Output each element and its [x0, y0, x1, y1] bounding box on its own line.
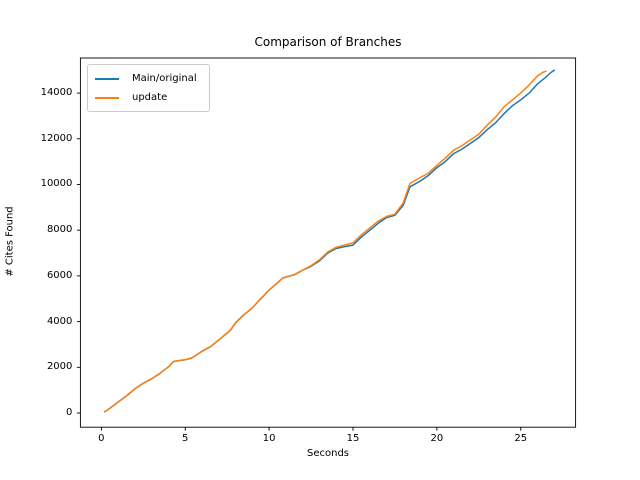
series-line-main-original	[103, 69, 556, 413]
legend-entry: Main/original	[95, 69, 201, 88]
x-tick-label: 20	[430, 433, 444, 445]
y-tick-label: 10000	[40, 178, 73, 190]
y-tick-label: 6000	[46, 269, 73, 281]
legend-line-swatch	[95, 96, 119, 99]
tick-marks	[76, 92, 522, 431]
x-tick-label: 25	[514, 433, 528, 445]
x-tick-label: 15	[346, 433, 360, 445]
x-tick-label: 5	[182, 433, 189, 445]
x-tick-label: 10	[262, 433, 276, 445]
x-tick-label: 0	[98, 433, 105, 445]
legend-label: update	[132, 92, 168, 103]
y-tick-label: 0	[66, 407, 73, 418]
y-axis-label: # Cites Found	[4, 206, 16, 277]
series-lines	[103, 69, 556, 413]
y-tick-label: 12000	[40, 132, 73, 144]
y-tick-label: 4000	[46, 315, 73, 327]
legend-entry: update	[95, 88, 201, 107]
legend-label: Main/original	[132, 73, 197, 84]
y-tick-label: 14000	[40, 87, 73, 99]
x-axis-label: Seconds	[306, 448, 349, 459]
legend-line-swatch	[95, 77, 119, 80]
series-line-update	[103, 70, 547, 413]
y-tick-label: 2000	[46, 361, 73, 373]
legend: Main/original update	[87, 64, 210, 112]
axes-frame	[79, 57, 577, 428]
chart-title: Comparison of Branches	[254, 35, 402, 49]
y-tick-label: 8000	[46, 224, 73, 236]
